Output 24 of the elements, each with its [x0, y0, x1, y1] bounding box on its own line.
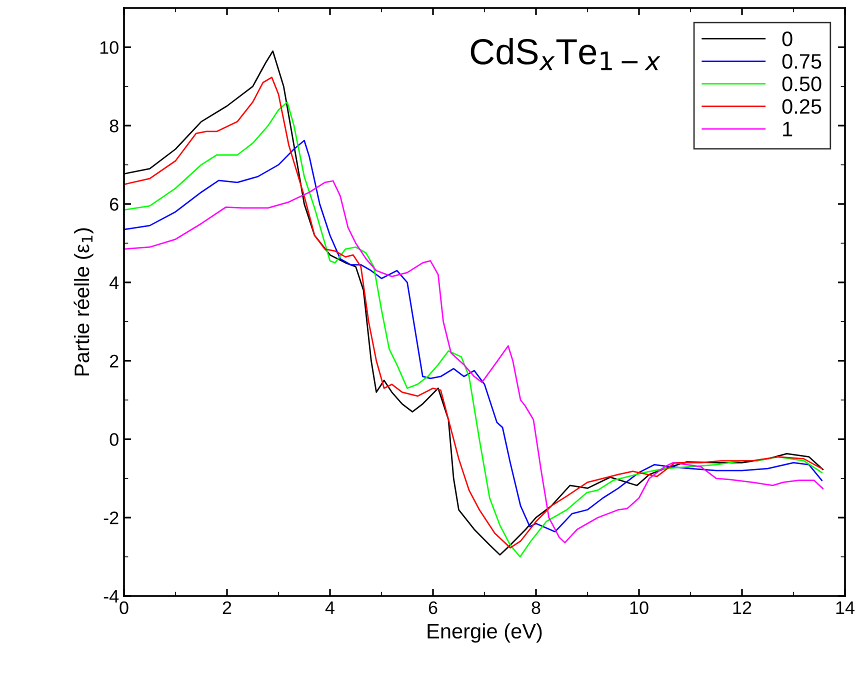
- x-tick-label: 4: [325, 602, 334, 614]
- y-tick-label: -2: [104, 512, 118, 524]
- x-tick-label: 14: [836, 602, 855, 614]
- y-tick-label: 6: [110, 198, 118, 211]
- y-axis-title: Partie réelle (ε$_{1}$): [74, 228, 94, 376]
- y-tick-label: 2: [110, 354, 118, 368]
- x-tick-label: 0: [120, 601, 128, 614]
- y-tick-label: -4: [104, 590, 119, 603]
- y-tick-label: 10: [100, 41, 118, 54]
- legend-label: 0.75: [782, 54, 822, 69]
- x-tick-label: 10: [630, 601, 648, 614]
- legend-label: 0: [782, 31, 792, 46]
- y-tick-label: 8: [110, 120, 118, 132]
- x-tick-label: 12: [733, 601, 752, 614]
- legend-label: 0.50: [782, 76, 822, 92]
- annotation: CdS$_{x}$Te$_{1−x}$: [470, 38, 660, 70]
- x-axis-title: Energie (eV): [428, 623, 542, 643]
- x-tick-label: 6: [428, 601, 438, 614]
- x-tick-label: 2: [222, 601, 232, 614]
- x-tick-label: 8: [532, 601, 540, 614]
- legend-label: 0.25: [782, 99, 822, 114]
- y-tick-label: 4: [110, 276, 119, 289]
- y-tick-label: 0: [110, 433, 118, 446]
- legend-label: 1: [783, 122, 792, 136]
